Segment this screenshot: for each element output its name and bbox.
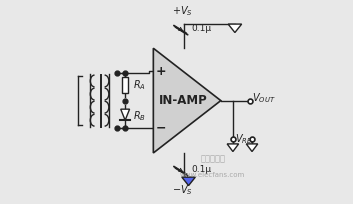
Text: $+V_S$: $+V_S$ [172, 4, 193, 18]
Text: 电子发烧网: 电子发烧网 [200, 154, 225, 163]
Polygon shape [246, 144, 258, 152]
Text: www.elecfans.com: www.elecfans.com [180, 172, 245, 178]
Text: $V_{REF}$: $V_{REF}$ [235, 132, 257, 146]
Text: $-V_S$: $-V_S$ [172, 183, 193, 197]
Text: 0.1μ: 0.1μ [191, 165, 211, 174]
Text: $R_B$: $R_B$ [133, 109, 146, 123]
Polygon shape [228, 24, 242, 32]
Polygon shape [182, 177, 195, 186]
Polygon shape [227, 144, 239, 152]
Text: −: − [156, 121, 167, 134]
Text: $V_{OUT}$: $V_{OUT}$ [252, 92, 275, 105]
Polygon shape [121, 109, 130, 120]
Text: $R_A$: $R_A$ [133, 78, 146, 92]
Bar [122, 77, 128, 93]
Text: 0.1μ: 0.1μ [191, 24, 211, 33]
Text: +: + [156, 65, 167, 78]
Polygon shape [153, 48, 221, 153]
Text: IN-AMP: IN-AMP [159, 94, 208, 107]
